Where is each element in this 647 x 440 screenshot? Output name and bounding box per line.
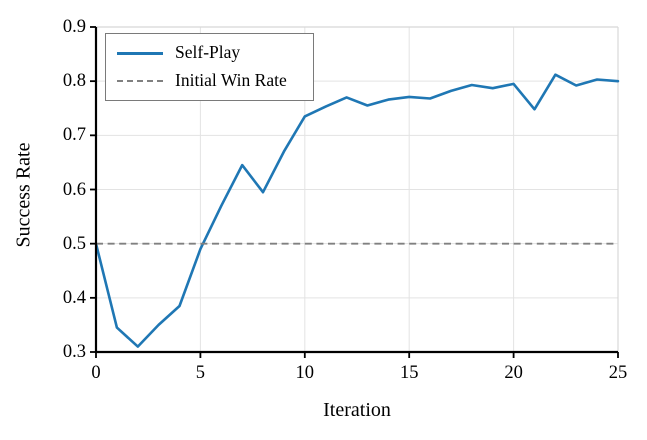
x-tick-label: 0 (91, 363, 101, 383)
y-tick-label: 0.6 (62, 179, 86, 200)
x-tick-label: 10 (295, 363, 315, 383)
legend-item-self-play: Self-Play (117, 44, 313, 62)
legend-item-initial-win-rate: Initial Win Rate (117, 72, 313, 90)
y-tick-label: 0.9 (62, 17, 86, 37)
y-tick-label: 0.8 (62, 71, 86, 92)
y-tick-label: 0.4 (62, 287, 86, 308)
axes-spines-and-ticks (90, 26, 619, 358)
y-tick-label: 0.5 (62, 233, 86, 254)
x-tick-label: 20 (504, 363, 523, 383)
x-tick-label: 25 (608, 363, 628, 383)
legend-label-self-play: Self-Play (175, 42, 241, 63)
data-series (94, 73, 620, 348)
initial-win-rate-line-swatch (117, 79, 163, 82)
x-tick-label: 15 (399, 363, 419, 383)
self-play-line-swatch (117, 51, 163, 55)
legend: Self-Play Initial Win Rate (105, 33, 314, 101)
x-axis-title: Iteration (323, 399, 391, 421)
x-tick-label: 5 (195, 363, 206, 383)
y-tick-label: 0.7 (62, 125, 86, 146)
legend-label-initial-win-rate: Initial Win Rate (175, 70, 287, 91)
y-axis-title: Success Rate (12, 142, 35, 248)
self-play-line (94, 73, 620, 348)
y-tick-label: 0.3 (62, 342, 86, 362)
